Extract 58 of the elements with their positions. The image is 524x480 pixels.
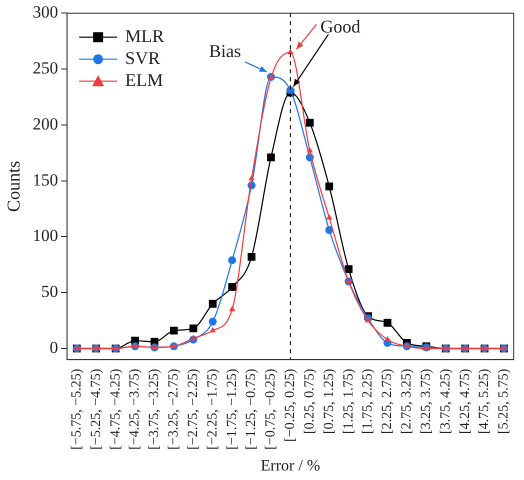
point <box>384 318 392 327</box>
point <box>286 86 294 94</box>
x-tick-label: [0.25, 0.75) <box>302 368 318 434</box>
point <box>170 326 178 335</box>
point <box>306 118 314 127</box>
x-tick-label: [−3.75, −3.25) <box>147 368 162 450</box>
x-tick-label: [2.25, 2.75) <box>380 368 396 434</box>
x-tick-label: [2.75, 3.25) <box>400 368 415 434</box>
point <box>208 300 217 308</box>
point <box>228 283 236 291</box>
y-tick-label: 250 <box>32 58 58 78</box>
point <box>228 256 236 264</box>
annotation: Good <box>320 16 360 36</box>
x-tick-label: [−0.25, 0.25) <box>283 368 298 442</box>
point <box>326 214 332 220</box>
point <box>229 306 236 312</box>
x-tick-label: [−5.75, −5.25) <box>69 368 84 450</box>
y-tick-label: 100 <box>32 226 58 246</box>
point <box>208 318 217 326</box>
x-tick-label: [−2.75, −2.25) <box>186 368 201 450</box>
x-axis-title: Error / % <box>260 458 320 475</box>
x-tick-label: [−5.25, −4.75) <box>88 368 104 450</box>
x-tick-label: [−4.75, −4.25) <box>108 368 124 450</box>
annotation: Bias <box>208 40 241 61</box>
y-axis-title: Counts <box>4 160 24 212</box>
point <box>364 316 372 322</box>
point <box>190 334 196 340</box>
x-tick-label: [−0.75, −0.25) <box>264 368 279 450</box>
point <box>306 147 313 152</box>
x-tick-label: [−1.75, −1.25) <box>224 368 240 450</box>
y-tick-label: 150 <box>32 170 58 190</box>
legend-label: SVR <box>125 48 160 68</box>
x-tick-label: [1.75, 2.25) <box>360 368 376 434</box>
point <box>189 324 198 332</box>
x-tick-label: [3.75, 4.25) <box>438 368 454 434</box>
point <box>248 175 255 180</box>
x-tick-label: [−4.25, −3.75) <box>128 368 143 450</box>
x-tick-label: [4.75, 5.25) <box>477 368 492 434</box>
x-tick-label: [1.25, 1.75) <box>341 368 356 434</box>
point <box>287 48 294 54</box>
point <box>210 327 216 332</box>
y-tick-label: 300 <box>32 2 58 22</box>
y-tick-label: 50 <box>41 282 58 302</box>
point <box>248 252 256 261</box>
y-tick-label: 0 <box>50 338 58 357</box>
x-tick-label: [4.25, 4.75) <box>458 368 473 434</box>
x-tick-label: [−2.25, −1.75) <box>205 368 220 450</box>
x-tick-label: [0.75, 1.25) <box>322 368 337 434</box>
point <box>267 153 275 162</box>
x-tick-label: [3.25, 3.75) <box>418 368 434 434</box>
point <box>384 336 391 342</box>
legend-label: ELM <box>125 70 164 90</box>
x-tick-label: [−1.25, −0.75) <box>244 368 260 450</box>
point <box>325 182 334 190</box>
x-tick-label: [−3.25, −2.75) <box>166 368 182 450</box>
x-tick-label: [5.25, 5.75) <box>496 368 512 434</box>
legend-label: MLR <box>125 26 164 46</box>
y-tick-label: 200 <box>32 114 58 134</box>
